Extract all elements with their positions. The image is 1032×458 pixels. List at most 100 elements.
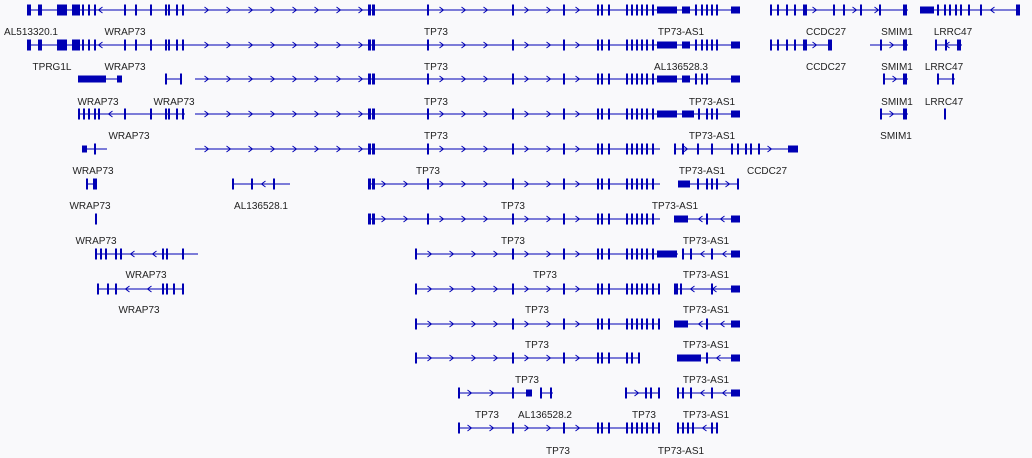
gene-label[interactable]: SMIM1 — [881, 62, 913, 73]
gene-label[interactable]: TP73 — [546, 446, 570, 457]
transcript[interactable] — [540, 387, 553, 399]
gene-label[interactable]: WRAP73 — [108, 131, 150, 142]
transcript[interactable] — [232, 178, 290, 190]
transcript[interactable] — [97, 283, 184, 295]
transcript[interactable] — [458, 422, 660, 434]
gene-label[interactable]: WRAP73 — [69, 201, 111, 212]
transcript[interactable] — [935, 39, 962, 51]
gene-label[interactable]: SMIM1 — [881, 27, 913, 38]
transcript[interactable] — [674, 283, 740, 295]
gene-label[interactable]: TP73-AS1 — [682, 340, 730, 351]
gene-label[interactable]: TP73-AS1 — [678, 166, 726, 177]
transcript[interactable] — [415, 318, 660, 330]
strand-arrow — [889, 41, 895, 49]
gene-label[interactable]: WRAP73 — [104, 27, 146, 38]
transcript[interactable] — [880, 108, 908, 120]
transcript[interactable] — [770, 39, 832, 51]
transcript[interactable] — [870, 39, 908, 51]
gene-label[interactable]: TP73-AS1 — [682, 410, 730, 421]
transcript[interactable] — [944, 108, 946, 120]
transcript[interactable] — [677, 422, 718, 434]
transcript[interactable] — [195, 108, 740, 120]
gene-label[interactable]: LRRC47 — [924, 62, 964, 73]
exon — [120, 248, 122, 260]
transcript[interactable] — [770, 4, 908, 16]
gene-label[interactable]: TPRG1L — [32, 62, 72, 73]
exon — [903, 4, 907, 16]
gene-label[interactable]: TP73-AS1 — [651, 201, 699, 212]
gene-label[interactable]: TP73 — [515, 375, 539, 386]
transcript[interactable] — [883, 73, 908, 85]
gene-label[interactable]: LRRC47 — [933, 27, 973, 38]
gene-label[interactable]: TP73-AS1 — [682, 305, 730, 316]
gene-label[interactable]: TP73 — [533, 270, 557, 281]
gene-label[interactable]: WRAP73 — [153, 97, 195, 108]
gene-label[interactable]: TP73 — [424, 97, 448, 108]
gene-label[interactable]: CCDC27 — [746, 166, 788, 177]
gene-label[interactable]: AL513320.1 — [4, 27, 58, 38]
exon — [674, 320, 688, 328]
gene-label[interactable]: TP73-AS1 — [682, 236, 730, 247]
transcript[interactable] — [82, 143, 107, 155]
transcript[interactable] — [682, 248, 740, 260]
gene-label[interactable]: TP73 — [525, 305, 549, 316]
transcript[interactable] — [195, 73, 740, 85]
gene-label[interactable]: TP73-AS1 — [657, 446, 705, 457]
gene-label[interactable]: WRAP73 — [118, 305, 160, 316]
gene-label[interactable]: AL136528.3 — [654, 62, 708, 73]
transcript[interactable] — [165, 73, 182, 85]
gene-label[interactable]: WRAP73 — [77, 97, 119, 108]
transcript[interactable] — [95, 248, 198, 260]
transcript[interactable] — [458, 387, 532, 399]
transcript[interactable] — [27, 39, 195, 51]
gene-label[interactable]: WRAP73 — [104, 62, 146, 73]
gene-label[interactable]: TP73-AS1 — [688, 131, 736, 142]
gene-label[interactable]: TP73-AS1 — [657, 27, 705, 38]
transcript[interactable] — [674, 213, 740, 225]
gene-label[interactable]: TP73-AS1 — [688, 97, 736, 108]
gene-label[interactable]: TP73-AS1 — [682, 270, 730, 281]
gene-label[interactable]: WRAP73 — [75, 236, 117, 247]
gene-label[interactable]: AL136528.1 — [234, 201, 288, 212]
gene-label[interactable]: LRRC47 — [924, 97, 964, 108]
transcript[interactable] — [415, 248, 678, 260]
transcript[interactable] — [920, 4, 1020, 16]
gene-label[interactable]: TP73 — [501, 236, 525, 247]
gene-label[interactable]: SMIM1 — [880, 131, 912, 142]
gene-label[interactable]: WRAP73 — [125, 270, 167, 281]
transcript[interactable] — [195, 143, 660, 155]
transcript[interactable] — [674, 318, 740, 330]
transcript[interactable] — [415, 352, 640, 364]
gene-label[interactable]: TP73-AS1 — [682, 375, 730, 386]
gene-label[interactable]: TP73 — [632, 410, 656, 421]
gene-label[interactable]: AL136528.2 — [518, 410, 572, 421]
gene-label[interactable]: TP73 — [525, 340, 549, 351]
transcript[interactable] — [937, 73, 955, 85]
gene-label[interactable]: TP73 — [424, 62, 448, 73]
transcript[interactable] — [677, 387, 740, 399]
transcript[interactable] — [195, 4, 740, 16]
transcript[interactable] — [27, 4, 195, 16]
exon — [512, 387, 514, 399]
gene-label[interactable]: TP73 — [424, 131, 448, 142]
transcript[interactable] — [415, 283, 660, 295]
transcript[interactable] — [95, 213, 97, 225]
transcript[interactable] — [78, 75, 122, 83]
transcript[interactable] — [625, 387, 660, 399]
gene-label[interactable]: TP73 — [501, 201, 525, 212]
transcript[interactable] — [674, 143, 798, 155]
transcript[interactable] — [78, 108, 185, 120]
gene-label[interactable]: TP73 — [424, 27, 448, 38]
gene-label[interactable]: TP73 — [475, 410, 499, 421]
gene-label[interactable]: CCDC27 — [805, 62, 847, 73]
transcript[interactable] — [678, 178, 739, 190]
gene-label[interactable]: TP73 — [416, 166, 440, 177]
transcript[interactable] — [368, 213, 660, 225]
transcript[interactable] — [195, 39, 740, 51]
transcript[interactable] — [86, 178, 97, 190]
gene-label[interactable]: SMIM1 — [881, 97, 913, 108]
transcript[interactable] — [677, 352, 740, 364]
gene-label[interactable]: WRAP73 — [72, 166, 114, 177]
gene-label[interactable]: CCDC27 — [805, 27, 847, 38]
transcript[interactable] — [368, 178, 660, 190]
